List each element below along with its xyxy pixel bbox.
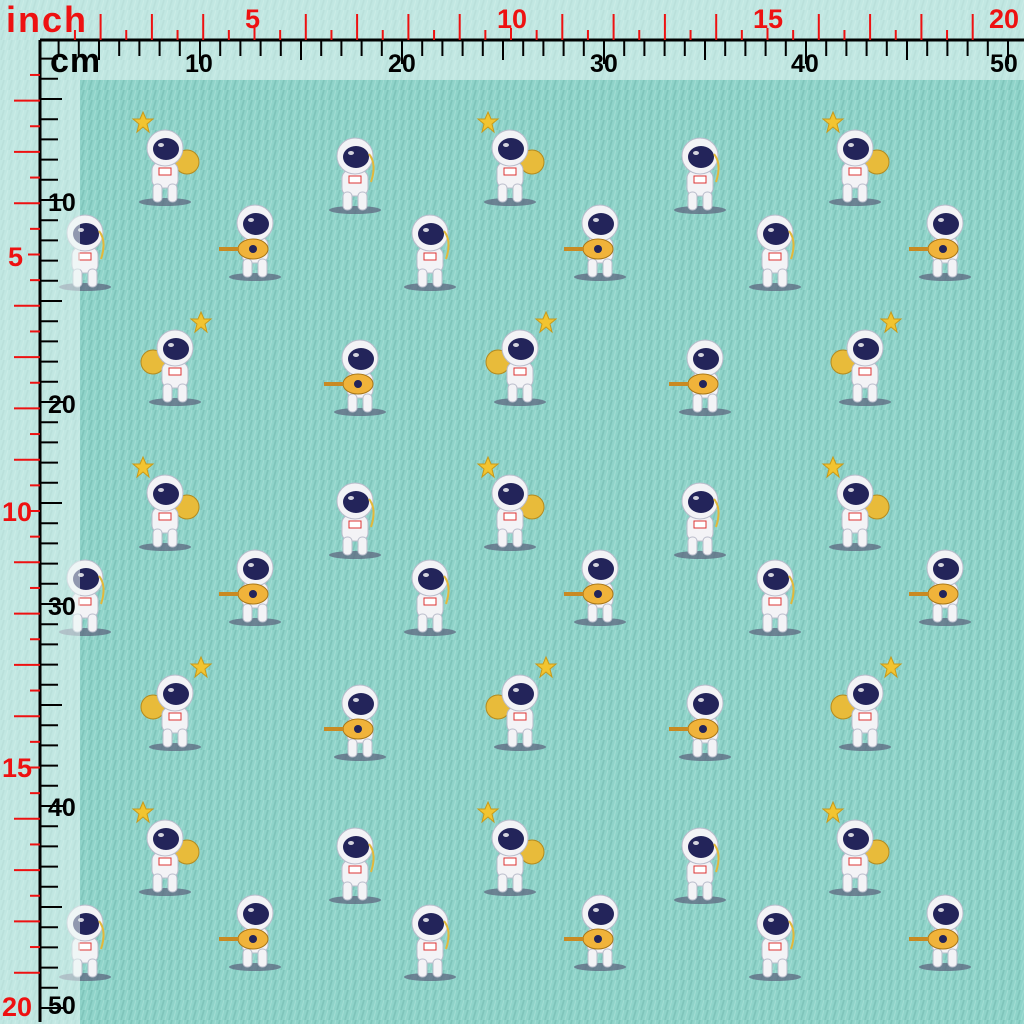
astronaut-motif <box>403 559 457 637</box>
astronaut-motif <box>58 214 112 292</box>
astronaut-motif <box>748 214 802 292</box>
cm-left-label: 20 <box>48 391 76 419</box>
inch-top-label: 15 <box>753 4 784 34</box>
astronaut-motif <box>748 559 802 637</box>
inch-top-label: 10 <box>497 4 528 34</box>
astronaut-motif <box>748 904 802 982</box>
cm-top-label: 20 <box>388 50 416 78</box>
inch-left-label: 20 <box>2 992 33 1022</box>
inch-unit-label: inch <box>6 0 89 40</box>
cm-left-label: 10 <box>48 189 76 217</box>
cm-top-label: 50 <box>990 50 1018 78</box>
astronaut-motif <box>673 137 727 215</box>
inch-left-label: 15 <box>2 753 33 783</box>
cm-top-label: 30 <box>590 50 618 78</box>
astronaut-motif <box>328 137 382 215</box>
astronaut-motif <box>673 482 727 560</box>
astronaut-motif <box>403 214 457 292</box>
inch-top-label: 20 <box>989 4 1020 34</box>
inch-left-label: 10 <box>2 497 33 527</box>
cm-left-label: 50 <box>48 992 76 1020</box>
astronaut-motif <box>58 559 112 637</box>
cm-top-label: 40 <box>791 50 819 78</box>
cm-left-label: 40 <box>48 794 76 822</box>
astronaut-motif <box>328 482 382 560</box>
cm-top-label: 10 <box>185 50 213 78</box>
ruler-band-left <box>0 80 80 1024</box>
cm-unit-label: cm <box>50 42 102 80</box>
inch-top-label: 5 <box>245 4 261 34</box>
astronaut-motif <box>403 904 457 982</box>
cm-left-label: 30 <box>48 593 76 621</box>
astronaut-motif <box>58 904 112 982</box>
astronaut-motif <box>673 827 727 905</box>
inch-left-label: 5 <box>8 242 24 272</box>
astronaut-motif <box>328 827 382 905</box>
